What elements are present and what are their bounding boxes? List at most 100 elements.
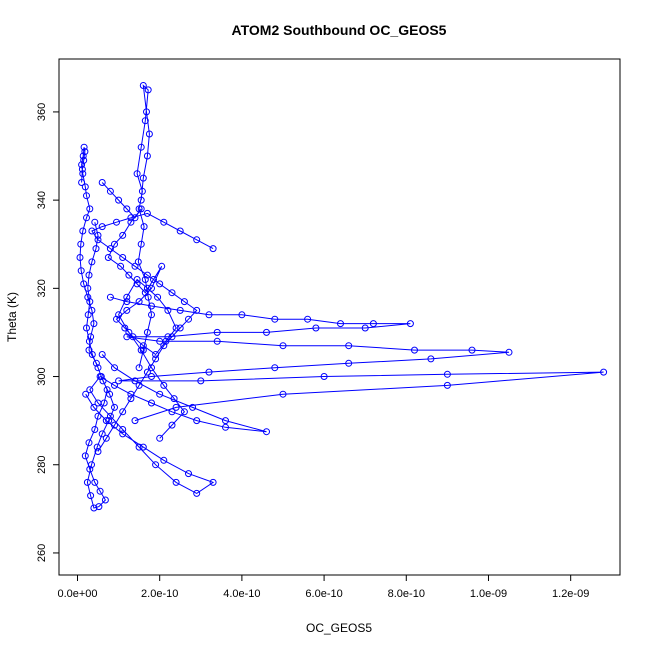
x-axis-label: OC_GEOS5 bbox=[306, 621, 372, 635]
data-point bbox=[139, 82, 147, 89]
series-line-1 bbox=[136, 84, 153, 368]
data-point bbox=[119, 408, 127, 416]
data-point bbox=[106, 245, 114, 253]
data-point bbox=[95, 503, 103, 511]
data-point bbox=[271, 315, 279, 323]
data-point bbox=[91, 478, 99, 486]
data-point bbox=[263, 328, 270, 336]
data-point bbox=[209, 245, 217, 253]
series-line-0 bbox=[79, 147, 116, 509]
data-point bbox=[193, 236, 201, 244]
data-point bbox=[98, 179, 106, 186]
data-point bbox=[113, 315, 120, 323]
data-point bbox=[168, 421, 176, 429]
data-point bbox=[406, 320, 414, 328]
data-point bbox=[98, 430, 106, 438]
data-point bbox=[117, 262, 125, 270]
data-point bbox=[172, 478, 180, 486]
data-point bbox=[139, 342, 147, 350]
data-point bbox=[156, 280, 164, 288]
data-point bbox=[88, 227, 96, 235]
data-point bbox=[156, 390, 164, 398]
data-point bbox=[111, 364, 118, 372]
data-point bbox=[81, 183, 89, 191]
data-point bbox=[185, 315, 192, 323]
data-point bbox=[85, 346, 93, 354]
data-point bbox=[80, 156, 88, 164]
y-tick-label: 360 bbox=[36, 103, 48, 121]
data-point bbox=[92, 359, 100, 367]
data-point bbox=[119, 254, 127, 261]
data-point bbox=[279, 342, 287, 350]
data-point bbox=[158, 262, 166, 270]
data-point bbox=[90, 504, 98, 512]
data-point bbox=[148, 373, 155, 380]
y-tick-label: 280 bbox=[36, 456, 48, 474]
x-tick-label: 1.0e-09 bbox=[470, 588, 507, 600]
data-point bbox=[427, 355, 435, 363]
data-point bbox=[141, 117, 149, 125]
data-point bbox=[150, 276, 157, 283]
data-point bbox=[76, 254, 84, 261]
data-point bbox=[144, 86, 152, 94]
data-point bbox=[138, 187, 146, 195]
data-point bbox=[94, 399, 102, 407]
data-point bbox=[164, 333, 172, 341]
data-point bbox=[81, 148, 89, 156]
data-point bbox=[152, 355, 160, 363]
y-axis-label: Theta (K) bbox=[5, 292, 19, 342]
data-point bbox=[131, 377, 139, 385]
data-point bbox=[143, 271, 151, 279]
data-point bbox=[123, 205, 131, 213]
data-point bbox=[88, 461, 95, 469]
data-point bbox=[86, 465, 94, 473]
y-tick-label: 320 bbox=[36, 279, 48, 297]
data-point bbox=[85, 337, 93, 345]
data-point bbox=[133, 170, 141, 178]
data-point bbox=[172, 403, 180, 411]
data-point bbox=[263, 428, 270, 436]
data-point bbox=[143, 368, 151, 376]
data-point bbox=[137, 240, 145, 248]
data-point bbox=[119, 430, 127, 438]
data-point bbox=[80, 280, 88, 288]
data-point bbox=[185, 470, 192, 478]
data-point bbox=[121, 324, 129, 332]
data-point bbox=[94, 412, 102, 420]
series-line-2 bbox=[101, 182, 186, 439]
data-point bbox=[113, 218, 120, 226]
data-point bbox=[106, 187, 114, 195]
data-point bbox=[102, 434, 110, 442]
data-point bbox=[197, 377, 205, 385]
data-point bbox=[176, 227, 184, 235]
x-tick-label: 0.0e+00 bbox=[57, 588, 97, 600]
x-tick-label: 1.2e-09 bbox=[552, 588, 589, 600]
data-point bbox=[148, 311, 155, 319]
data-point bbox=[180, 298, 188, 306]
data-point bbox=[361, 324, 369, 332]
data-point bbox=[143, 328, 151, 336]
data-point bbox=[176, 324, 184, 332]
data-point bbox=[86, 386, 94, 394]
data-point bbox=[115, 196, 123, 204]
data-point bbox=[140, 223, 148, 231]
data-point bbox=[369, 320, 377, 328]
x-tick-label: 2.0e-10 bbox=[141, 588, 178, 600]
data-point bbox=[86, 205, 94, 213]
data-point bbox=[87, 333, 95, 341]
data-point bbox=[84, 293, 92, 301]
data-point bbox=[168, 408, 176, 416]
data-point bbox=[87, 492, 95, 500]
data-point bbox=[125, 271, 133, 279]
data-point bbox=[148, 284, 155, 292]
data-point bbox=[443, 381, 451, 389]
data-point bbox=[127, 395, 135, 403]
data-point bbox=[94, 236, 102, 244]
data-point bbox=[304, 315, 312, 323]
data-point bbox=[90, 320, 98, 328]
data-point bbox=[81, 452, 89, 460]
data-point bbox=[213, 328, 221, 336]
data-point bbox=[222, 417, 229, 425]
data-point bbox=[88, 351, 96, 358]
